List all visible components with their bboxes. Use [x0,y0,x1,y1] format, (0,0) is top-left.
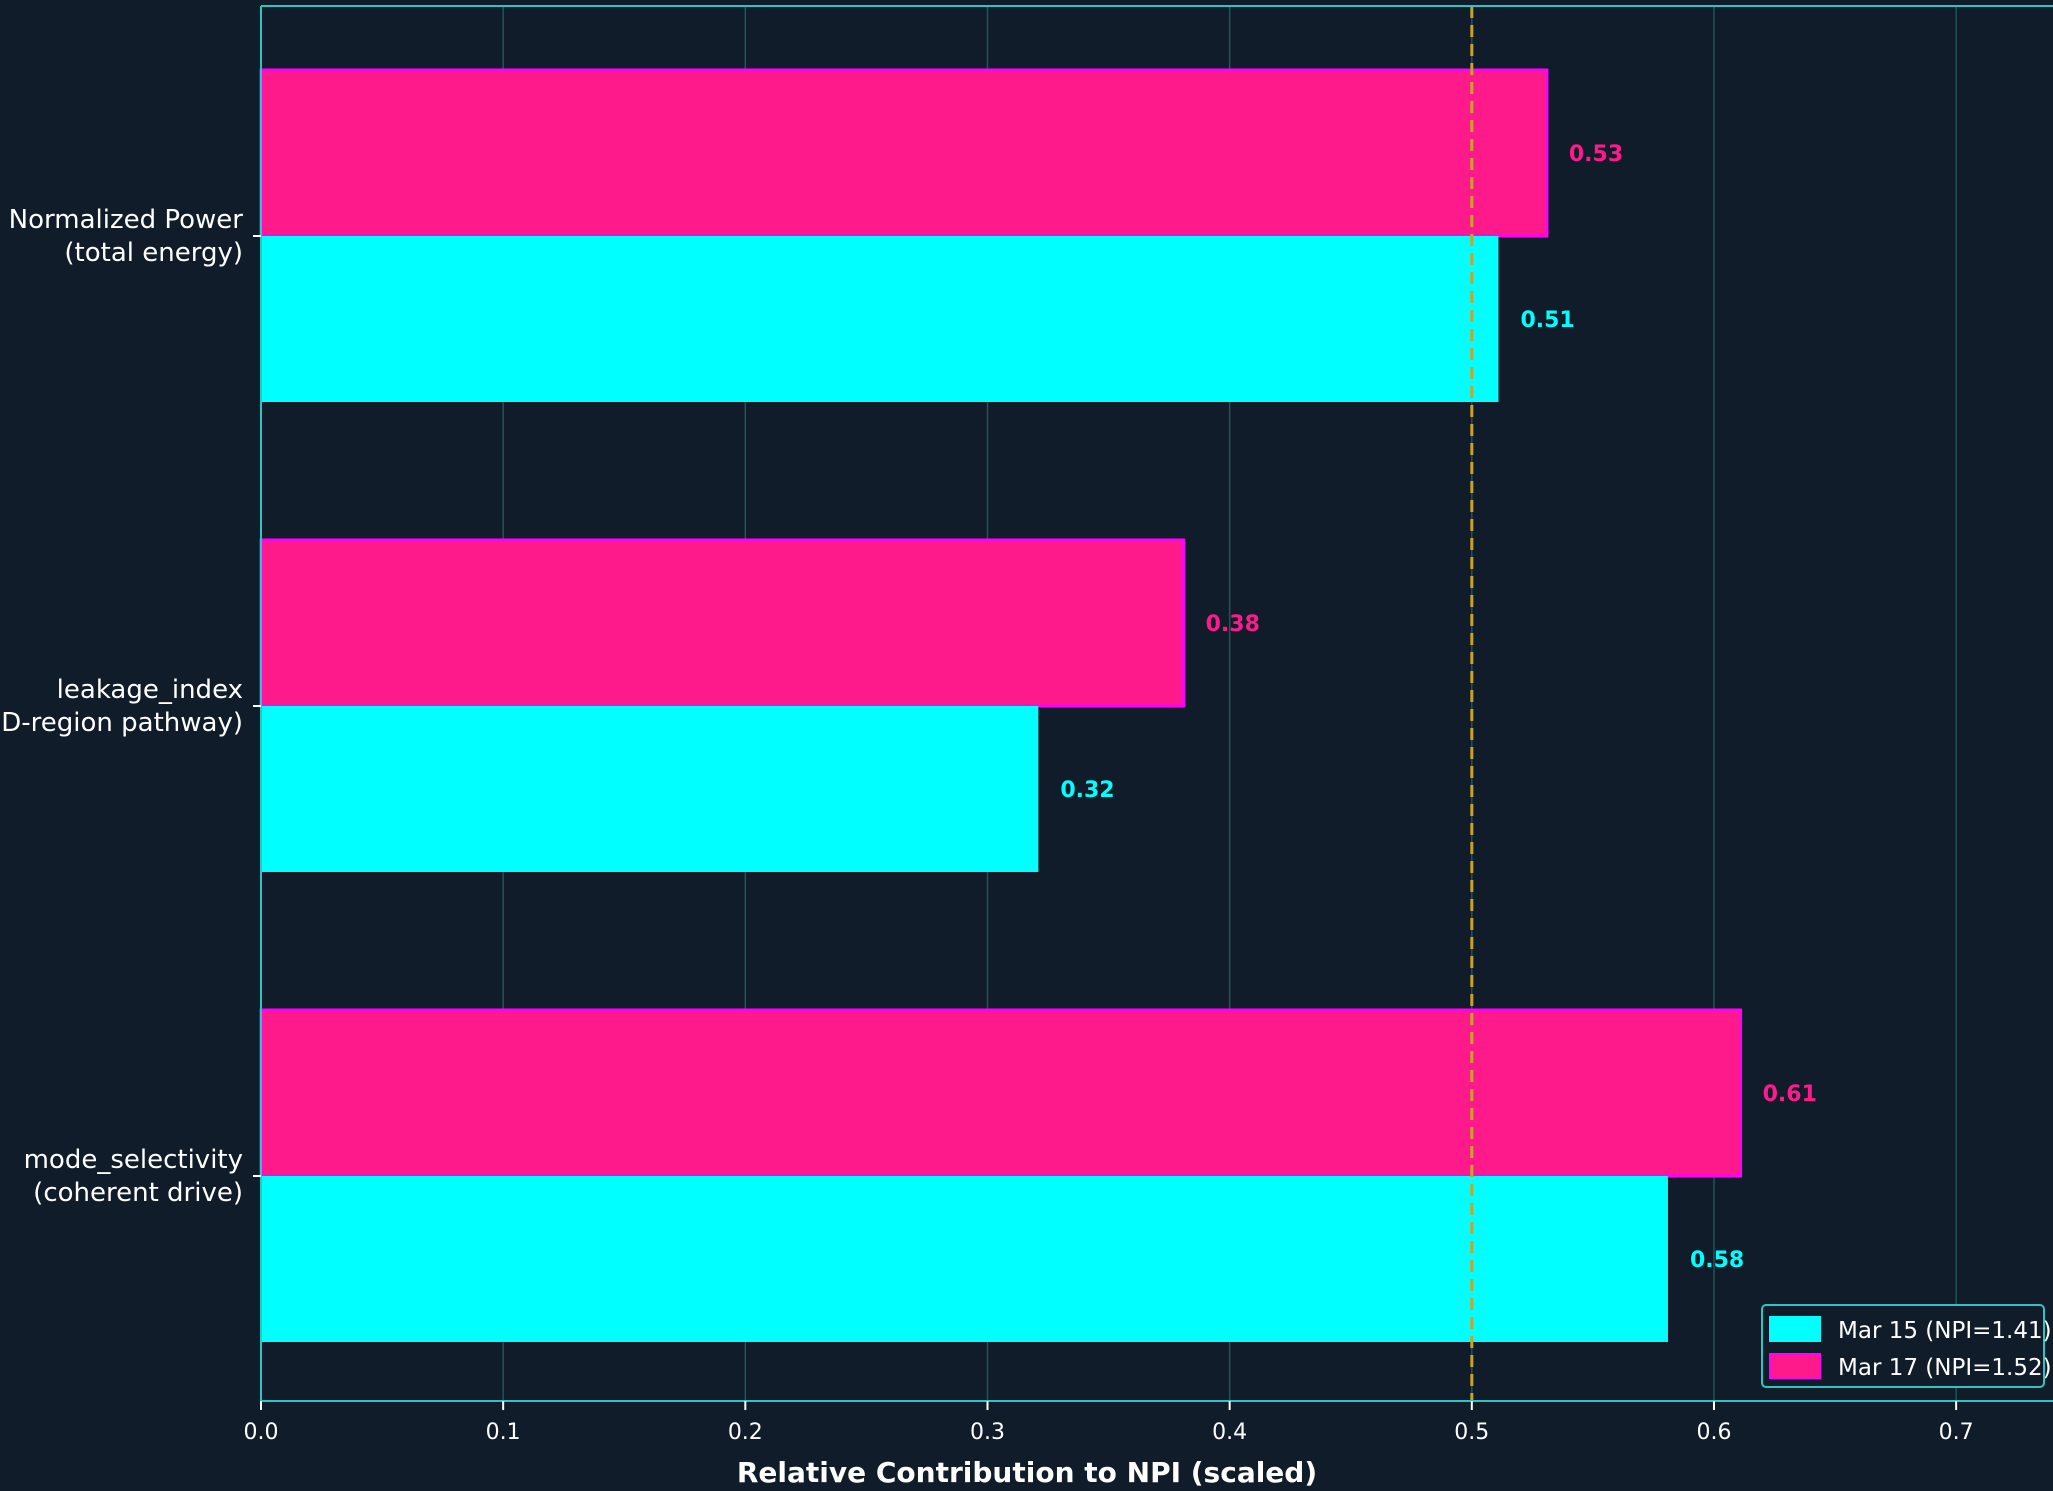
value-label-mar15: 0.51 [1520,308,1574,333]
value-label-mar15: 0.58 [1690,1248,1744,1273]
value-label-mar17: 0.53 [1569,142,1623,167]
bar-mar15-1 [261,706,1039,872]
y-axis-categories: Normalized Power (total energy) leakage_in… [0,205,261,1208]
category-label: mode_selectivity (coherent drive) [24,1145,243,1208]
x-tick-label: 0.3 [970,1420,1005,1445]
value-label-mar15: 0.32 [1060,778,1114,803]
x-tick-label: 0.2 [728,1420,763,1445]
bar-mar17-0 [259,68,1549,238]
bar-mar15-0 [261,236,1499,402]
bar-mar17-1 [259,538,1186,708]
bars [259,68,1743,1342]
value-label-mar17: 0.61 [1763,1082,1817,1107]
x-axis-title: Relative Contribution to NPI (scaled) [737,1456,1317,1489]
legend-box [1761,1304,2045,1388]
x-axis-ticks: 0.0 0.1 0.2 0.3 0.4 0.5 0.6 0.7 [244,1401,1974,1445]
legend-swatch [1769,1316,1821,1342]
category-label: leakage_index (D-region pathway) [0,675,243,738]
x-tick-label: 0.1 [486,1420,521,1445]
plot-frame [260,5,2053,1402]
bar-mar15-2 [261,1176,1668,1342]
value-labels: 0.53 0.51 0.38 0.32 0.61 0.58 [1060,142,1817,1273]
x-tick-label: 0.0 [244,1420,279,1445]
value-label-mar17: 0.38 [1206,612,1260,637]
x-tick-label: 0.5 [1454,1420,1489,1445]
legend-label[interactable]: Mar 17 (NPI=1.52) [1838,1355,2052,1381]
legend-swatch [1769,1353,1821,1379]
x-tick-label: 0.4 [1212,1420,1247,1445]
legend-label[interactable]: Mar 15 (NPI=1.41) [1838,1318,2052,1344]
category-label: Normalized Power (total energy) [9,205,244,268]
x-tick-label: 0.6 [1696,1420,1731,1445]
legend[interactable]: Mar 15 (NPI=1.41) Mar 17 (NPI=1.52) [1761,1304,2052,1388]
bar-mar17-2 [259,1008,1743,1178]
x-tick-label: 0.7 [1939,1420,1974,1445]
